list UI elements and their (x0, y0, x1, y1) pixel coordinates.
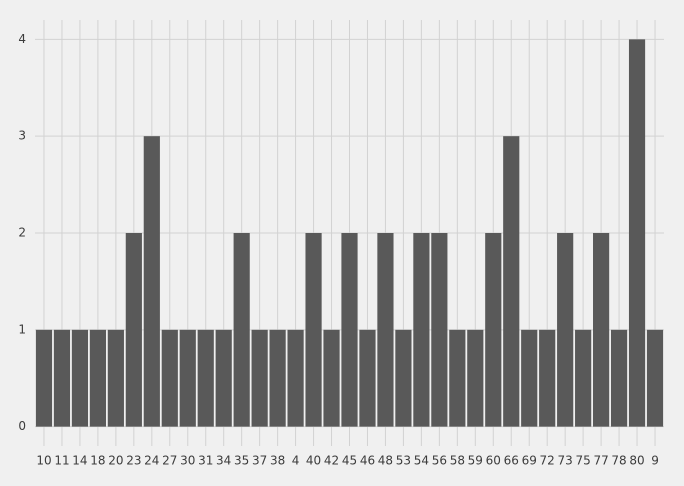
bar (521, 329, 538, 427)
bar (557, 233, 574, 427)
x-tick-label: 27 (162, 454, 177, 468)
bar (251, 329, 268, 427)
y-tick-label: 2 (18, 226, 26, 240)
x-tick-label: 34 (216, 454, 231, 468)
x-tick-label: 4 (292, 454, 300, 468)
bar (539, 329, 556, 427)
x-tick-label: 35 (234, 454, 249, 468)
x-tick-label: 38 (270, 454, 285, 468)
bar (646, 329, 664, 427)
x-tick-label: 31 (198, 454, 213, 468)
bar (610, 329, 628, 427)
x-tick-label: 78 (611, 454, 626, 468)
x-tick-label: 56 (432, 454, 447, 468)
x-tick-label: 73 (558, 454, 573, 468)
y-tick-label: 3 (18, 129, 26, 143)
bar (503, 136, 520, 427)
bar (377, 233, 394, 427)
bar (215, 329, 232, 427)
bar (305, 233, 322, 427)
bar (341, 233, 358, 427)
x-tick-label: 72 (540, 454, 555, 468)
x-tick-label: 10 (36, 454, 51, 468)
x-tick-label: 24 (144, 454, 159, 468)
bar (197, 329, 214, 427)
bar (125, 233, 142, 427)
bar (233, 233, 250, 427)
x-tick-label: 53 (396, 454, 411, 468)
bar (413, 233, 430, 427)
x-tick-label: 59 (468, 454, 483, 468)
bar (628, 39, 646, 427)
x-tick-label: 18 (90, 454, 105, 468)
bar (161, 329, 178, 427)
x-tick-label: 30 (180, 454, 195, 468)
bar (485, 233, 502, 427)
x-tick-label: 58 (450, 454, 465, 468)
x-tick-label: 77 (593, 454, 608, 468)
bar (575, 329, 592, 427)
y-tick-label: 4 (18, 32, 26, 46)
bar (89, 329, 106, 427)
x-tick-label: 23 (126, 454, 141, 468)
x-tick-label: 37 (252, 454, 267, 468)
x-tick-label: 75 (575, 454, 590, 468)
bar (53, 329, 71, 427)
y-tick-label: 1 (18, 322, 26, 336)
bar (449, 329, 466, 427)
bar (143, 136, 160, 427)
x-tick-label: 20 (108, 454, 123, 468)
bar (35, 329, 53, 427)
bar (71, 329, 89, 427)
x-tick-label: 66 (504, 454, 519, 468)
x-tick-label: 80 (629, 454, 644, 468)
bar (593, 233, 610, 427)
x-tick-label: 14 (72, 454, 87, 468)
x-tick-label: 69 (522, 454, 537, 468)
x-tick-label: 11 (54, 454, 69, 468)
x-tick-label: 42 (324, 454, 339, 468)
x-tick-label: 46 (360, 454, 375, 468)
x-tick-label: 60 (486, 454, 501, 468)
x-tick-label: 9 (651, 454, 659, 468)
bar (287, 329, 304, 427)
bar (323, 329, 340, 427)
x-tick-label: 40 (306, 454, 321, 468)
bar (359, 329, 376, 427)
bar (431, 233, 448, 427)
bar (107, 329, 124, 427)
bar (179, 329, 196, 427)
bar (395, 329, 412, 427)
x-tick-label: 48 (378, 454, 393, 468)
y-tick-label: 0 (18, 419, 26, 433)
bar (269, 329, 286, 427)
x-tick-label: 54 (414, 454, 429, 468)
bar (467, 329, 484, 427)
x-tick-label: 45 (342, 454, 357, 468)
